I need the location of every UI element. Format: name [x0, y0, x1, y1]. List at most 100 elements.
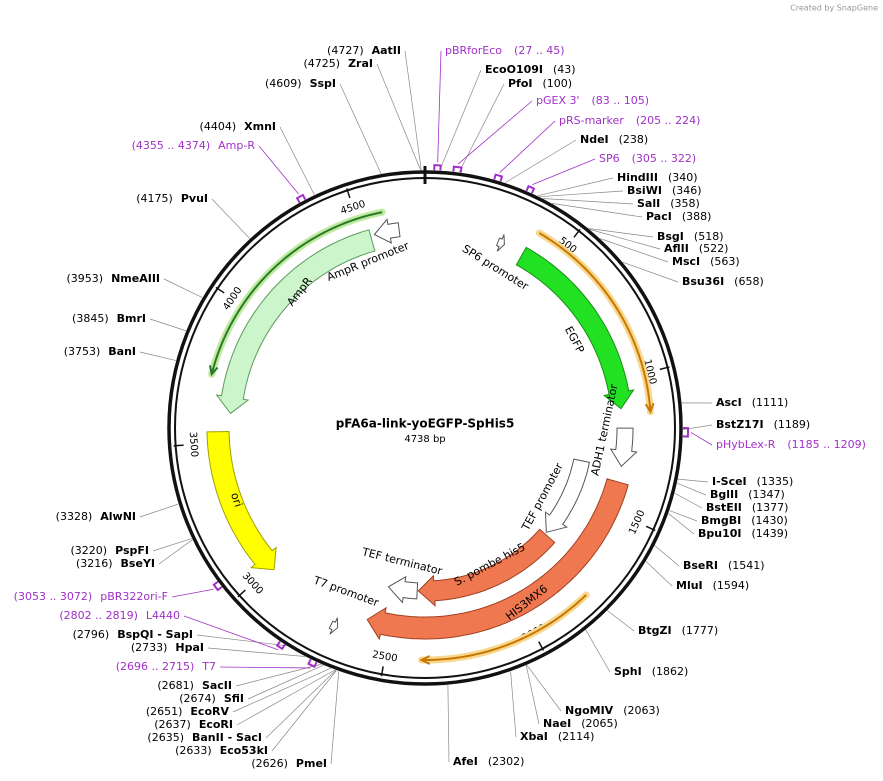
feature-arrowhead: [208, 365, 219, 377]
site-leader: [542, 198, 634, 205]
site-position: (1439): [752, 527, 789, 540]
primer-name: pRS-marker: [559, 114, 624, 127]
site-leader: [271, 670, 337, 752]
feature-arrow: [495, 234, 505, 252]
site-name: BstEII: [706, 501, 742, 514]
site-position: (2681): [157, 679, 194, 692]
site-position: (238): [619, 133, 649, 146]
site-position: (658): [734, 275, 764, 288]
site-leader: [330, 671, 340, 765]
site-position: (3845): [72, 312, 109, 325]
feature-label: SP6 promoter: [460, 242, 531, 293]
site-leader: [525, 665, 540, 725]
primer-name: T7: [201, 660, 216, 673]
site-name: AflII: [664, 242, 689, 255]
site-name: SalI: [637, 197, 660, 210]
site-leader: [152, 538, 192, 552]
site-position: (1862): [652, 665, 689, 678]
site-position: (2733): [131, 641, 168, 654]
primer-range: (305 .. 322): [632, 152, 697, 165]
primer-range: (83 .. 105): [592, 94, 650, 107]
plasmid-length: 4738 bp: [404, 434, 445, 445]
primer-leader: [183, 615, 279, 651]
site-position: (1377): [752, 501, 789, 514]
site-position: (2635): [147, 731, 184, 744]
site-leader: [585, 629, 611, 673]
site-name: SacII: [202, 679, 232, 692]
primer-mark: [525, 184, 536, 194]
site-position: (2633): [175, 744, 212, 757]
primer-range: (1185 .. 1209): [787, 438, 866, 451]
site-name: EcoRV: [190, 705, 229, 718]
primer-range: (4355 .. 4374): [132, 139, 211, 152]
site-name: BglII: [710, 488, 738, 501]
tick-label: 1500: [627, 509, 647, 537]
tick-mark: [573, 228, 581, 238]
site-position: (2302): [488, 755, 525, 768]
site-name: AatII: [372, 44, 401, 57]
primer-name: pBRforEco: [445, 44, 502, 57]
plasmid-name: pFA6a-link-yoEGFP-SpHis5: [336, 417, 515, 431]
site-name: HindIII: [617, 171, 658, 184]
site-name: Bsu36I: [682, 275, 724, 288]
primer-mark: [212, 580, 223, 592]
feature-label: ori: [228, 491, 245, 509]
site-name: XmnI: [244, 120, 276, 133]
site-leader: [537, 177, 614, 197]
site-position: (346): [672, 184, 702, 197]
site-position: (4404): [200, 120, 237, 133]
site-name: NgoMIV: [565, 704, 614, 717]
site-leader: [265, 669, 337, 739]
primer-mark: [307, 658, 318, 668]
primer-name: Amp-R: [218, 139, 255, 152]
site-position: (3753): [64, 345, 101, 358]
site-leader: [439, 69, 482, 171]
feature-arrow: [387, 575, 419, 604]
site-leader: [588, 228, 654, 238]
site-leader: [669, 510, 698, 522]
site-position: (1347): [748, 488, 785, 501]
site-name: BseRI: [683, 559, 718, 572]
feature-line: [538, 232, 652, 412]
primer-mark: [682, 427, 690, 438]
site-name: BsgI: [657, 230, 684, 243]
site-position: (4609): [265, 77, 302, 90]
primer-name: SP6: [599, 152, 620, 165]
site-position: (2065): [581, 717, 618, 730]
site-leader: [526, 664, 562, 712]
feature-line: [421, 594, 587, 661]
site-name: SspI: [310, 77, 336, 90]
site-leader: [510, 671, 517, 738]
site-position: (3216): [76, 557, 113, 570]
primer-range: (27 .. 45): [514, 44, 565, 57]
site-leader: [677, 478, 709, 483]
site-position: (358): [670, 197, 700, 210]
feature-arrow: [373, 218, 401, 244]
feature-arrowhead: [419, 655, 431, 665]
site-name: XbaI: [520, 730, 548, 743]
site-name: AscI: [716, 396, 742, 409]
tick-mark: [538, 641, 545, 651]
primer-name: pHybLex-R: [716, 438, 776, 451]
tick-mark: [346, 188, 351, 199]
site-leader: [139, 503, 179, 518]
site-leader: [196, 634, 287, 647]
site-leader: [149, 318, 187, 332]
site-position: (388): [682, 210, 712, 223]
site-name: EcoRI: [199, 718, 233, 731]
primer-leader: [171, 588, 214, 598]
site-leader: [645, 561, 673, 587]
primer-range: (2696 .. 2715): [116, 660, 195, 673]
site-leader: [376, 63, 421, 171]
site-leader: [404, 50, 422, 171]
primer-mark: [295, 193, 307, 204]
site-name: PvuI: [181, 192, 208, 205]
tick-mark: [659, 366, 670, 371]
site-position: (2651): [146, 705, 183, 718]
primer-leader: [690, 432, 713, 446]
site-name: EcoO109I: [485, 63, 543, 76]
site-leader: [668, 513, 695, 535]
